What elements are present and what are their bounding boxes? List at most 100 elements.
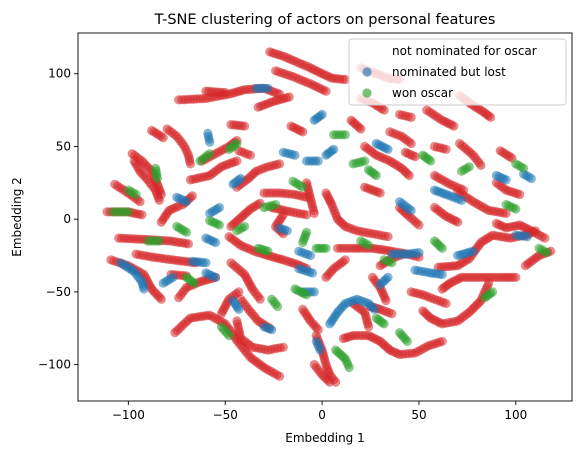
y-axis-label: Embedding 2 bbox=[10, 177, 24, 257]
x-tick-label: 50 bbox=[411, 408, 426, 422]
data-point bbox=[476, 160, 486, 170]
legend-label: won oscar bbox=[392, 86, 453, 100]
data-point bbox=[414, 220, 424, 230]
data-point bbox=[356, 124, 366, 134]
data-point bbox=[383, 232, 393, 242]
data-point bbox=[210, 272, 221, 282]
data-point bbox=[220, 88, 230, 98]
data-point bbox=[135, 197, 145, 207]
data-point bbox=[468, 246, 478, 256]
data-point bbox=[309, 287, 319, 297]
data-point bbox=[406, 205, 416, 216]
data-point bbox=[232, 156, 242, 166]
data-point bbox=[307, 268, 317, 278]
data-point bbox=[542, 248, 552, 258]
data-point bbox=[441, 144, 451, 154]
data-point bbox=[183, 239, 193, 249]
data-point bbox=[437, 269, 447, 280]
data-point bbox=[210, 237, 221, 248]
data-point bbox=[501, 208, 511, 218]
data-point bbox=[224, 330, 234, 341]
data-point bbox=[156, 294, 166, 304]
data-point bbox=[271, 200, 281, 210]
data-point bbox=[375, 188, 385, 198]
legend-marker bbox=[362, 88, 372, 98]
data-point bbox=[522, 232, 533, 242]
data-point bbox=[214, 220, 224, 230]
data-point bbox=[189, 278, 199, 288]
data-point bbox=[410, 152, 420, 162]
data-point bbox=[284, 92, 294, 102]
data-point bbox=[181, 227, 192, 237]
data-point bbox=[501, 175, 511, 185]
legend-label: not nominated for oscar bbox=[392, 44, 537, 58]
data-point bbox=[154, 236, 164, 246]
data-point bbox=[298, 237, 308, 248]
data-point bbox=[371, 170, 381, 181]
data-point bbox=[457, 195, 467, 205]
data-point bbox=[274, 371, 285, 381]
y-tick-label: −50 bbox=[46, 285, 71, 299]
data-point bbox=[449, 121, 459, 131]
data-point bbox=[453, 217, 463, 227]
data-point bbox=[240, 221, 250, 232]
x-tick-label: −100 bbox=[112, 408, 145, 422]
data-point bbox=[181, 197, 192, 207]
data-point bbox=[201, 258, 211, 268]
y-tick-label: 50 bbox=[56, 139, 71, 153]
data-point bbox=[123, 207, 133, 217]
data-point bbox=[278, 342, 288, 352]
data-point bbox=[158, 133, 168, 143]
data-point bbox=[360, 156, 370, 166]
legend-marker bbox=[362, 46, 372, 56]
data-point bbox=[154, 195, 164, 205]
data-point bbox=[387, 309, 397, 319]
data-point bbox=[340, 255, 350, 265]
data-point bbox=[369, 304, 379, 314]
data-point bbox=[511, 204, 521, 214]
data-point bbox=[364, 322, 374, 332]
legend-label: nominated but lost bbox=[392, 65, 506, 79]
data-point bbox=[205, 137, 215, 147]
data-point bbox=[540, 233, 550, 243]
data-point bbox=[263, 83, 273, 93]
data-point bbox=[298, 182, 308, 192]
data-point bbox=[402, 336, 412, 346]
data-point bbox=[329, 144, 339, 154]
legend: not nominated for oscar nominated but los… bbox=[348, 38, 567, 106]
data-point bbox=[232, 138, 242, 149]
data-point bbox=[282, 226, 292, 236]
data-point bbox=[298, 127, 308, 137]
data-point bbox=[152, 173, 162, 184]
data-point bbox=[317, 109, 327, 120]
data-point bbox=[381, 296, 391, 306]
x-tick-label: 0 bbox=[318, 408, 326, 422]
data-point bbox=[309, 208, 319, 218]
data-point bbox=[255, 294, 265, 304]
data-point bbox=[302, 210, 312, 220]
y-tick-label: 100 bbox=[48, 67, 71, 81]
x-tick-label: 100 bbox=[504, 408, 527, 422]
data-point bbox=[321, 243, 331, 253]
legend-marker bbox=[362, 67, 372, 77]
data-point bbox=[137, 210, 147, 220]
data-point bbox=[302, 290, 312, 300]
data-point bbox=[486, 112, 496, 122]
data-point bbox=[340, 74, 350, 85]
data-point bbox=[340, 130, 350, 140]
data-point bbox=[313, 325, 323, 335]
data-point bbox=[274, 159, 285, 169]
x-axis-ticks: −100 −50 0 50 100 bbox=[112, 401, 527, 422]
data-point bbox=[437, 336, 447, 346]
data-point bbox=[404, 170, 414, 181]
data-point bbox=[344, 362, 354, 373]
data-point bbox=[305, 250, 316, 261]
data-point bbox=[441, 298, 451, 309]
data-point bbox=[236, 173, 246, 184]
data-point bbox=[272, 301, 283, 312]
y-axis-ticks: −100 −50 0 50 100 bbox=[38, 67, 78, 372]
data-point bbox=[383, 144, 393, 154]
data-point bbox=[321, 86, 331, 96]
data-point bbox=[234, 304, 244, 314]
